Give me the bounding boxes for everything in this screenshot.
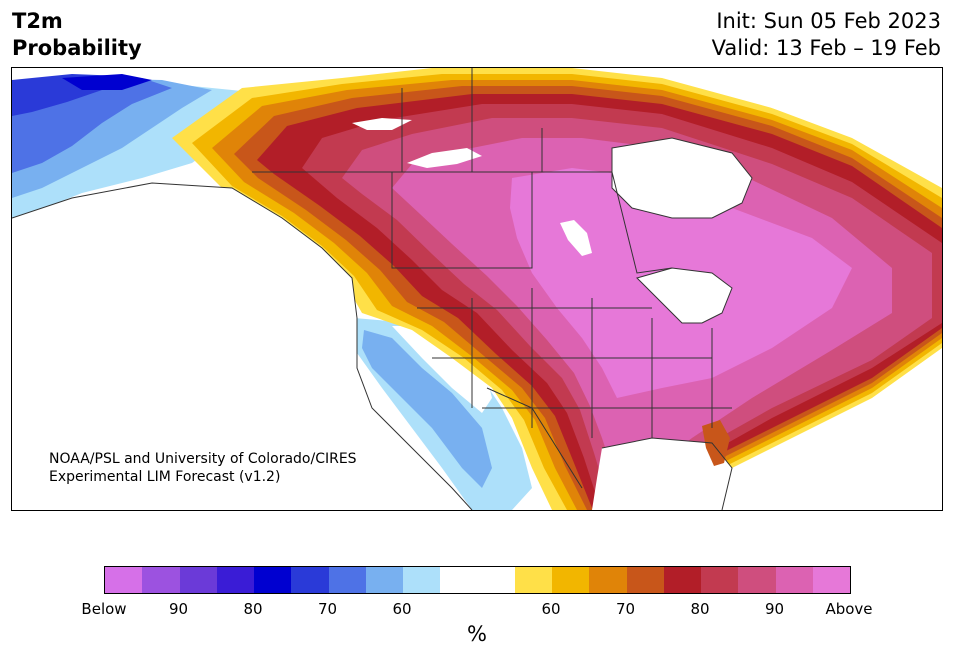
political-borders (12, 68, 753, 510)
credit-line-2: Experimental LIM Forecast (v1.2) (49, 469, 281, 485)
colorbar-swatch-14 (626, 567, 664, 593)
colorbar-swatch-4 (254, 567, 292, 593)
credit-text: NOAA/PSL and University of Colorado/CIRE… (49, 450, 357, 486)
credit-line-1: NOAA/PSL and University of Colorado/CIRE… (49, 451, 357, 467)
colorbar-swatch-16 (701, 567, 739, 593)
colorbar-swatch-0 (105, 567, 143, 593)
colorbar-tick-4: 60 (392, 600, 412, 618)
florida-tip (702, 420, 730, 466)
colorbar-swatch-19 (812, 567, 850, 593)
colorbar-tick-3: 70 (317, 600, 338, 618)
province-border-2 (391, 172, 533, 269)
colorbar-swatch-13 (589, 567, 627, 593)
colorbar (104, 566, 851, 594)
colorbar-unit: % (467, 622, 487, 646)
border-east (611, 171, 673, 274)
pacific-coastline (12, 182, 473, 510)
colorbar-tick-7: 80 (690, 600, 710, 618)
southwest-blue (362, 330, 492, 488)
map-title: T2m Probability (12, 8, 142, 62)
colorbar-swatch-10 (477, 567, 515, 593)
title-line-2: Probability (12, 36, 142, 60)
colorbar-tick-9: Above (825, 600, 873, 618)
great-bear-lake (352, 118, 412, 130)
init-date: Init: Sun 05 Feb 2023 (716, 9, 941, 33)
colorbar-swatch-18 (775, 567, 813, 593)
colorbar-swatch-6 (328, 567, 366, 593)
gulf-coastline (601, 437, 733, 510)
hudson-bay (612, 138, 752, 218)
colorbar-tick-0: Below (81, 600, 127, 618)
colorbar-tick-5: 60 (541, 600, 561, 618)
probability-map (11, 67, 943, 511)
forecast-dates: Init: Sun 05 Feb 2023 Valid: 13 Feb – 19… (712, 8, 941, 62)
great-lakes-coastline (636, 267, 733, 324)
valid-date: Valid: 13 Feb – 19 Feb (711, 36, 941, 60)
colorbar-swatch-11 (514, 567, 552, 593)
colorbar-swatch-3 (216, 567, 254, 593)
colorbar-swatch-2 (179, 567, 217, 593)
colorbar-tick-1: 90 (168, 600, 189, 618)
arctic-ocean (712, 68, 942, 158)
gulf-of-mexico (592, 438, 732, 510)
colorbar-swatch-5 (291, 567, 329, 593)
colorbar-tick-6: 70 (615, 600, 636, 618)
map-svg (12, 68, 942, 510)
pacific-ocean (12, 183, 472, 510)
colorbar-swatch-1 (142, 567, 180, 593)
colorbar-swatch-7 (365, 567, 403, 593)
title-line-1: T2m (12, 9, 63, 33)
us-mexico-border (486, 387, 583, 489)
great-slave-lake (407, 148, 482, 168)
alaska-navy (62, 74, 152, 90)
lake-winnipeg (560, 220, 592, 256)
colorbar-swatch-15 (663, 567, 701, 593)
colorbar-tick-2: 80 (243, 600, 263, 618)
colorbar-swatch-8 (403, 567, 441, 593)
colorbar-swatch-17 (738, 567, 776, 593)
great-lakes (637, 268, 732, 323)
hudson-bay-coastline (611, 137, 753, 219)
colorbar-swatch-9 (440, 567, 478, 593)
colorbar-tick-8: 90 (764, 600, 785, 618)
colorbar-swatch-12 (552, 567, 590, 593)
